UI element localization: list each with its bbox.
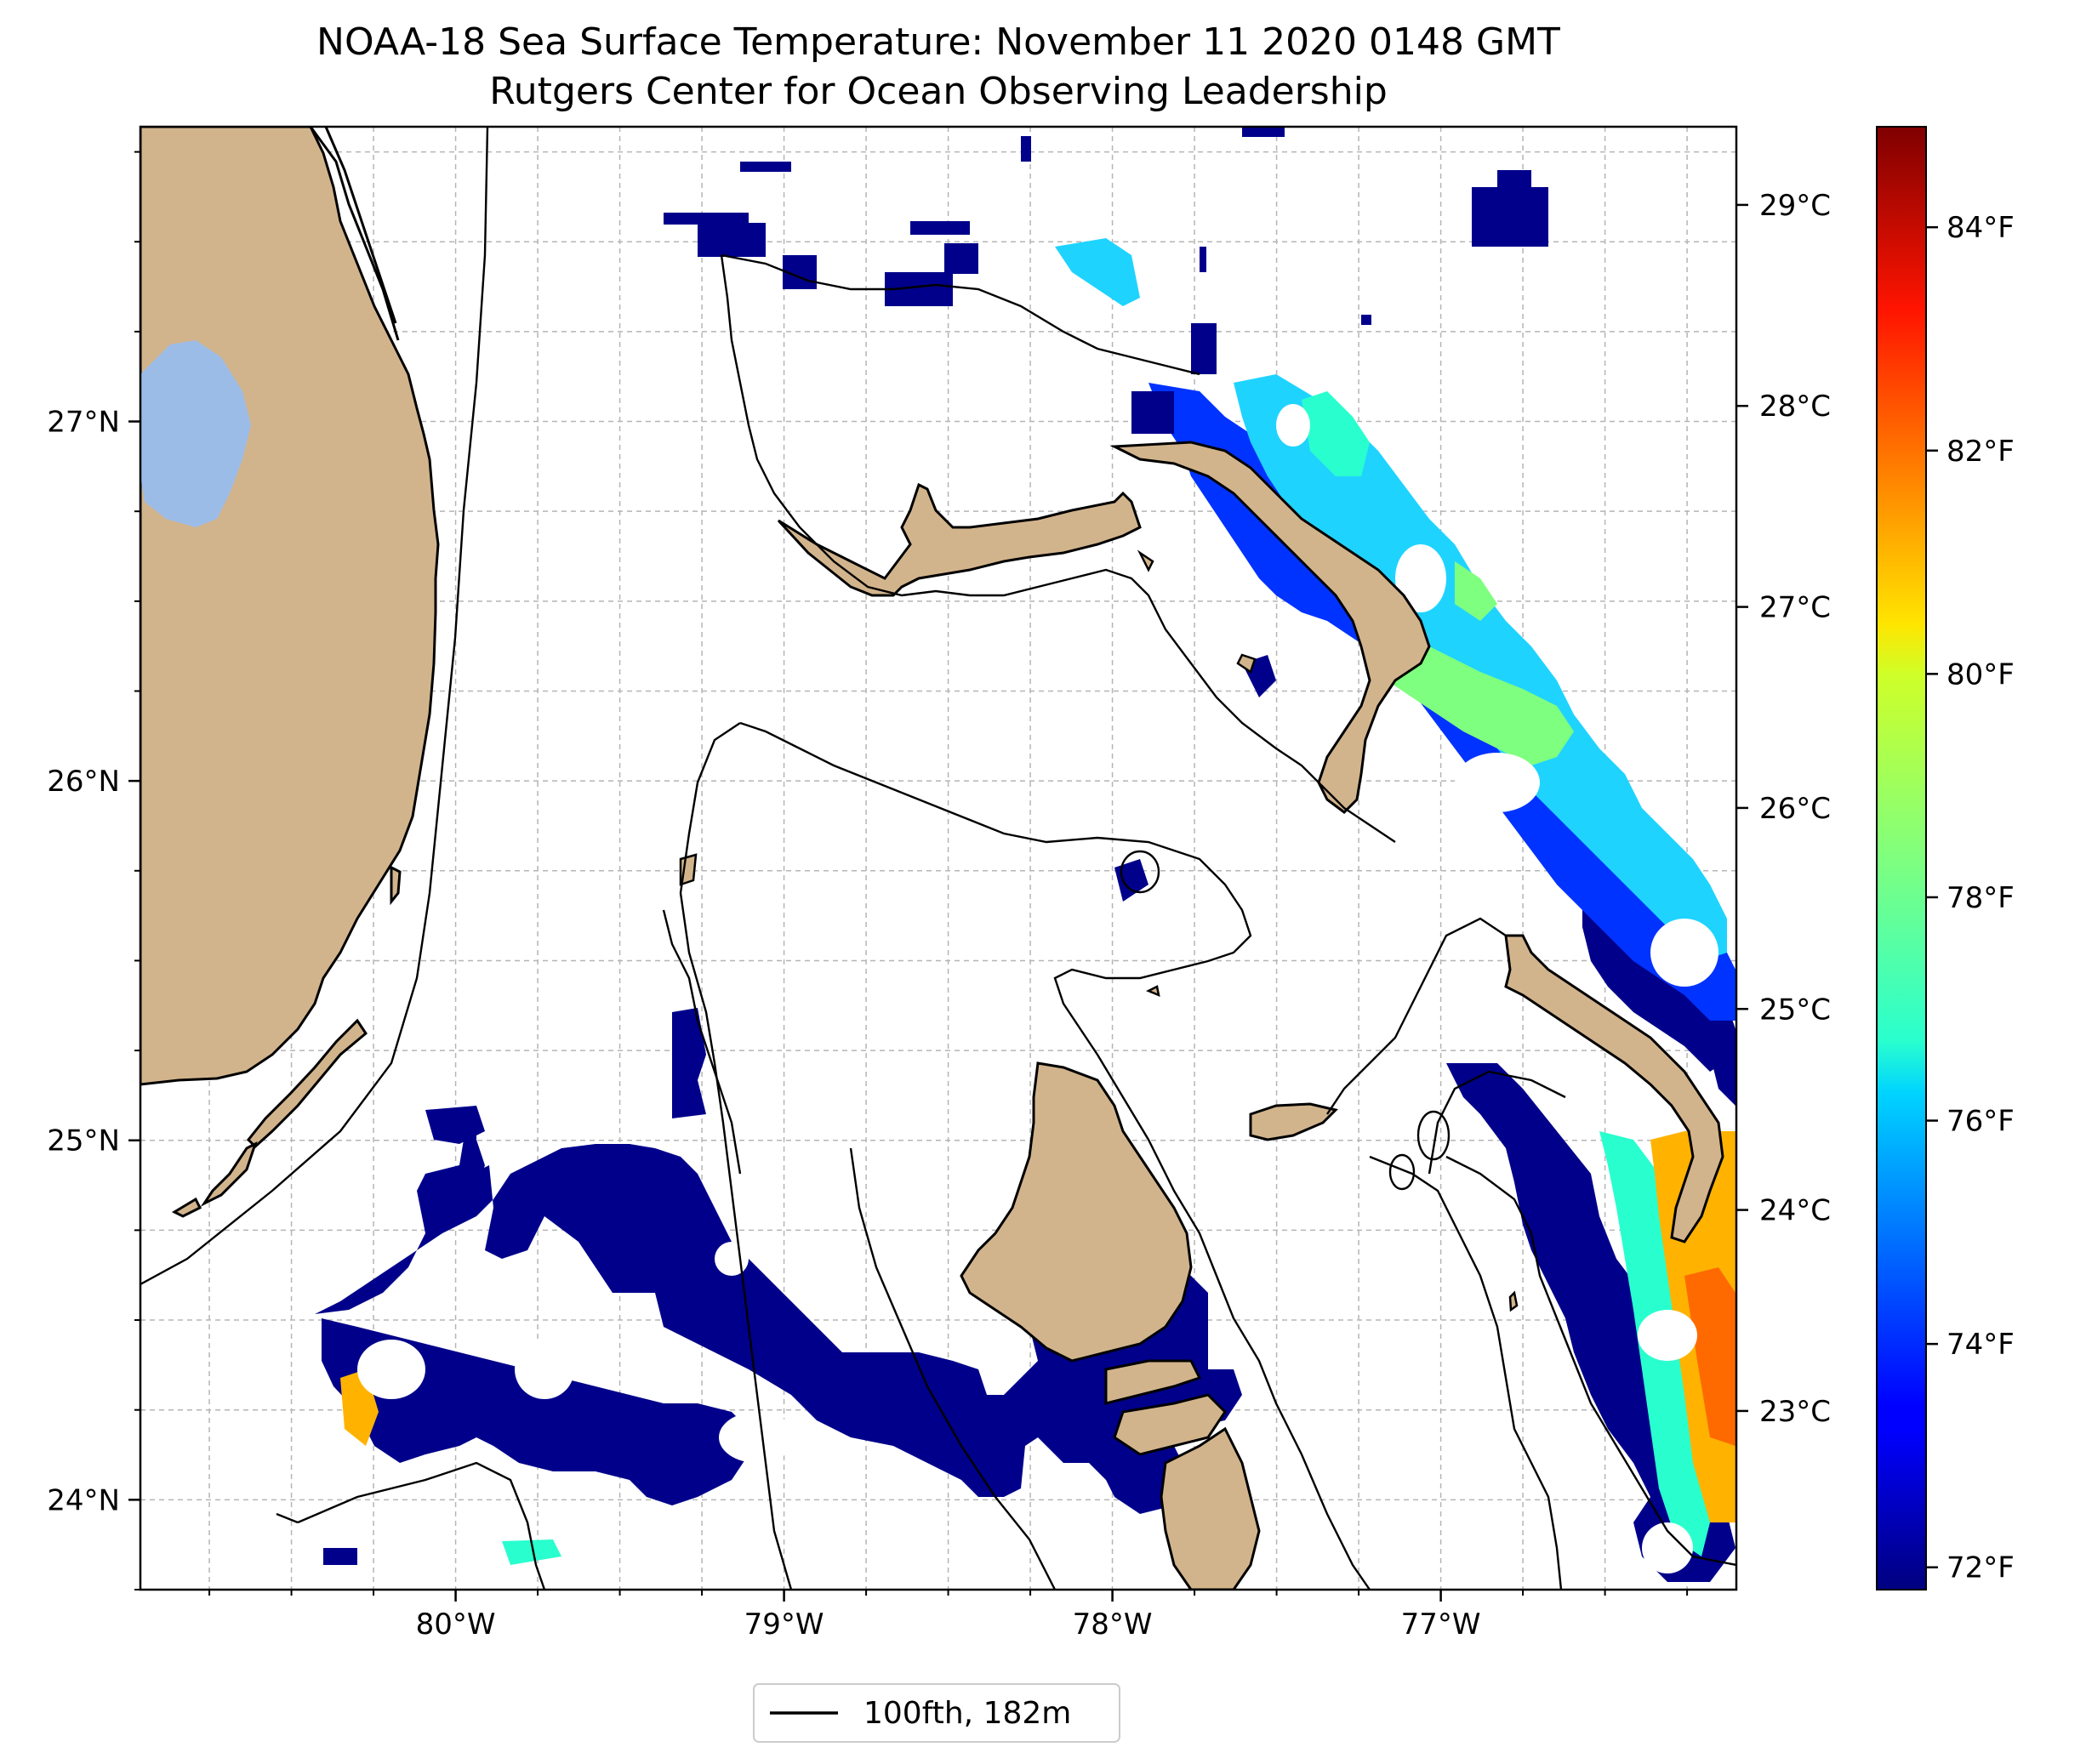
fahrenheit-tick-label: 80°F — [1946, 657, 2015, 691]
lat-tick-label: 25°N — [47, 1124, 120, 1158]
lat-tick-label: 27°N — [47, 406, 120, 440]
latitude-axis: 27°N 26°N 25°N 24°N — [47, 151, 140, 1590]
eleuthera-island — [1504, 934, 1724, 1243]
andros-island — [960, 1061, 1193, 1363]
celsius-tick-label: 23°C — [1759, 1395, 1831, 1429]
fahrenheit-tick-label: 84°F — [1946, 211, 2015, 245]
small-cays — [679, 549, 1519, 1312]
fahrenheit-tick-label: 72°F — [1946, 1551, 2015, 1585]
map-subtitle: Rutgers Center for Ocean Observing Leade… — [489, 70, 1388, 113]
new-providence-island — [1249, 1102, 1338, 1141]
legend: 100fth, 182m — [753, 1683, 1120, 1743]
celsius-tick-label: 27°C — [1759, 591, 1831, 625]
lake-okeechobee — [140, 340, 251, 527]
celsius-tick-label: 28°C — [1759, 390, 1831, 424]
celsius-tick-label: 26°C — [1759, 792, 1831, 826]
celsius-tick-label: 25°C — [1759, 993, 1831, 1027]
fahrenheit-tick-label: 74°F — [1946, 1328, 2015, 1362]
map-title-line1: NOAA-18 Sea Surface Temperature: Novembe… — [316, 20, 1560, 64]
bathymetry-contours — [140, 127, 1736, 1590]
florida-keys — [171, 865, 402, 1218]
colorbar-celsius-axis: 23°C 24°C 25°C 26°C 27°C 28°C 29°C — [1736, 189, 1831, 1429]
lon-tick-label: 79°W — [744, 1608, 824, 1642]
map-panel — [139, 125, 1738, 1591]
florida-coastline-detail — [309, 127, 400, 341]
celsius-tick-label: 29°C — [1759, 189, 1831, 223]
map-frame — [139, 125, 1738, 1591]
abaco-islands — [1109, 441, 1431, 814]
grand-bahama-island — [777, 482, 1142, 597]
fahrenheit-tick-label: 78°F — [1946, 881, 2015, 915]
lon-tick-label: 80°W — [416, 1608, 496, 1642]
colorbar: 23°C 24°C 25°C 26°C 27°C 28°C 29°C 72°F 74°F 76°… — [1736, 126, 2015, 1590]
colorbar-fahrenheit-axis: 72°F 74°F 76°F 78°F 80°F 82°F 84°F — [1926, 211, 2015, 1585]
sst-cloud-holes — [357, 404, 1718, 1573]
lat-tick-label: 24°N — [47, 1483, 120, 1517]
longitude-axis: 80°W 79°W 78°W 77°W — [208, 1590, 1689, 1642]
lon-tick-label: 78°W — [1073, 1608, 1153, 1642]
celsius-tick-label: 24°C — [1759, 1194, 1831, 1228]
legend-box — [753, 1683, 1120, 1743]
fahrenheit-tick-label: 82°F — [1946, 435, 2015, 469]
andros-south-islands — [1104, 1359, 1261, 1590]
colorbar-gradient — [1876, 126, 1927, 1590]
lat-tick-label: 26°N — [47, 765, 120, 799]
lon-tick-label: 77°W — [1401, 1608, 1481, 1642]
fahrenheit-tick-label: 76°F — [1946, 1105, 2015, 1139]
legend-label: 100fth, 182m — [863, 1696, 1071, 1731]
sst-scattered-fragments — [323, 127, 1548, 1565]
